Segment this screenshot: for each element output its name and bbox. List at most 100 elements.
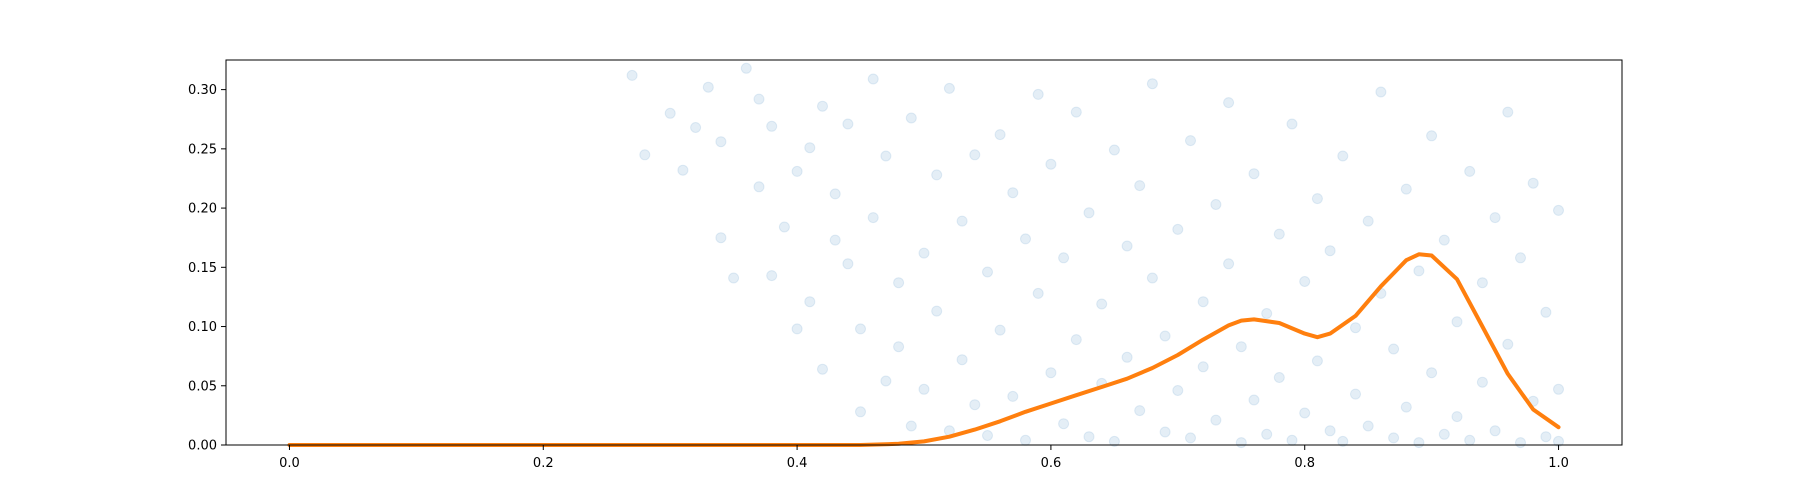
scatter-point: [1540, 431, 1552, 443]
scatter-point: [905, 112, 917, 124]
y-tick-label: 0.20: [188, 202, 217, 217]
scatter-point: [867, 212, 879, 224]
scatter-point: [1489, 212, 1501, 224]
scatter-point: [1362, 215, 1374, 227]
scatter-point: [1172, 385, 1184, 396]
scatter-point: [893, 341, 905, 353]
scatter-point: [791, 323, 803, 335]
scatter-point: [855, 406, 866, 418]
scatter-point: [664, 107, 676, 119]
scatter-point: [994, 129, 1006, 141]
scatter-point: [753, 181, 765, 193]
scatter-point: [905, 420, 917, 432]
scatter-point: [1553, 383, 1564, 395]
scatter-point: [1083, 431, 1095, 443]
scatter-point: [1096, 298, 1108, 310]
scatter-point: [740, 62, 752, 74]
scatter-point: [1299, 276, 1311, 287]
scatter-point: [1540, 306, 1552, 318]
scatter-point: [1286, 118, 1298, 130]
scatter-point: [1527, 177, 1539, 189]
scatter-point: [1311, 355, 1323, 367]
scatter-point: [1007, 390, 1019, 402]
scatter-point: [1146, 78, 1158, 90]
scatter-point: [728, 272, 740, 284]
scatter-point: [1248, 168, 1260, 180]
scatter-point: [943, 82, 955, 94]
scatter-point: [1210, 199, 1222, 210]
scatter-point: [690, 122, 702, 133]
scatter-point: [1438, 428, 1450, 440]
scatter-point: [1324, 425, 1336, 437]
scatter-point: [1388, 432, 1400, 444]
scatter-point: [1273, 228, 1285, 240]
scatter-point: [1311, 193, 1323, 205]
scatter-point: [1223, 97, 1235, 109]
x-tick-label: 1.0: [1548, 456, 1569, 471]
scatter-point: [931, 169, 943, 181]
scatter-point: [931, 305, 943, 317]
scatter-point: [1299, 407, 1311, 419]
y-tick-label: 0.05: [188, 379, 217, 394]
scatter-point: [1426, 130, 1438, 142]
scatter-point: [1375, 86, 1387, 98]
scatter-point: [804, 142, 816, 154]
scatter-point: [880, 150, 892, 162]
scatter-point: [918, 247, 930, 259]
scatter-point: [1070, 106, 1082, 118]
scatter-point: [969, 149, 981, 161]
scatter-point: [1426, 367, 1438, 379]
scatter-point: [1172, 223, 1184, 235]
scatter-point: [1058, 418, 1070, 430]
scatter-point: [1197, 361, 1209, 373]
scatter-point: [1502, 338, 1514, 350]
scatter-point: [1121, 351, 1133, 363]
scatter-point: [1083, 207, 1095, 219]
scatter-point: [1020, 233, 1031, 245]
scatter-point: [1451, 411, 1463, 423]
x-tick-label: 0.8: [1294, 456, 1315, 471]
scatter-point: [1261, 428, 1273, 440]
scatter-point: [1185, 135, 1196, 147]
y-tick-label: 0.00: [188, 439, 217, 454]
scatter-point: [1464, 165, 1476, 177]
scatter-point: [1134, 405, 1146, 417]
scatter-point: [1273, 372, 1285, 383]
scatter-point: [1020, 434, 1031, 446]
scatter-point: [829, 234, 841, 246]
scatter-point: [1400, 183, 1412, 195]
scatter-point: [1045, 367, 1057, 379]
x-axis: 0.0 0.2 0.4 0.6 0.8 1.0: [279, 445, 1569, 471]
scatter-point: [893, 277, 905, 289]
x-tick-label: 0.6: [1041, 456, 1062, 471]
scatter-point: [778, 221, 790, 233]
scatter-point: [1515, 437, 1526, 449]
scatter-point: [1108, 144, 1120, 156]
scatter-point: [1235, 437, 1247, 449]
scatter-point: [1058, 252, 1070, 264]
scatter-point: [1261, 308, 1273, 319]
scatter-point: [867, 73, 879, 85]
scatter-point: [918, 383, 930, 395]
scatter-point: [1464, 434, 1476, 446]
scatter-point: [1400, 401, 1412, 413]
scatter-point: [715, 232, 727, 244]
scatter-point: [969, 399, 981, 411]
scatter-point: [1337, 150, 1349, 162]
scatter-point: [1438, 234, 1450, 246]
scatter-point: [1515, 252, 1526, 264]
scatter-point: [1451, 316, 1463, 328]
x-tick-label: 0.0: [279, 456, 300, 471]
scatter-point: [1413, 265, 1425, 277]
scatter-point: [1476, 277, 1488, 289]
scatter-point: [1248, 394, 1260, 406]
scatter-point: [982, 430, 993, 441]
scatter-point: [956, 215, 968, 227]
scatter-point: [626, 69, 638, 81]
scatter-point: [956, 354, 968, 366]
y-tick-label: 0.30: [188, 83, 217, 98]
scatter-point: [1159, 330, 1171, 342]
scatter-point: [1032, 287, 1044, 299]
scatter-point: [715, 136, 727, 148]
